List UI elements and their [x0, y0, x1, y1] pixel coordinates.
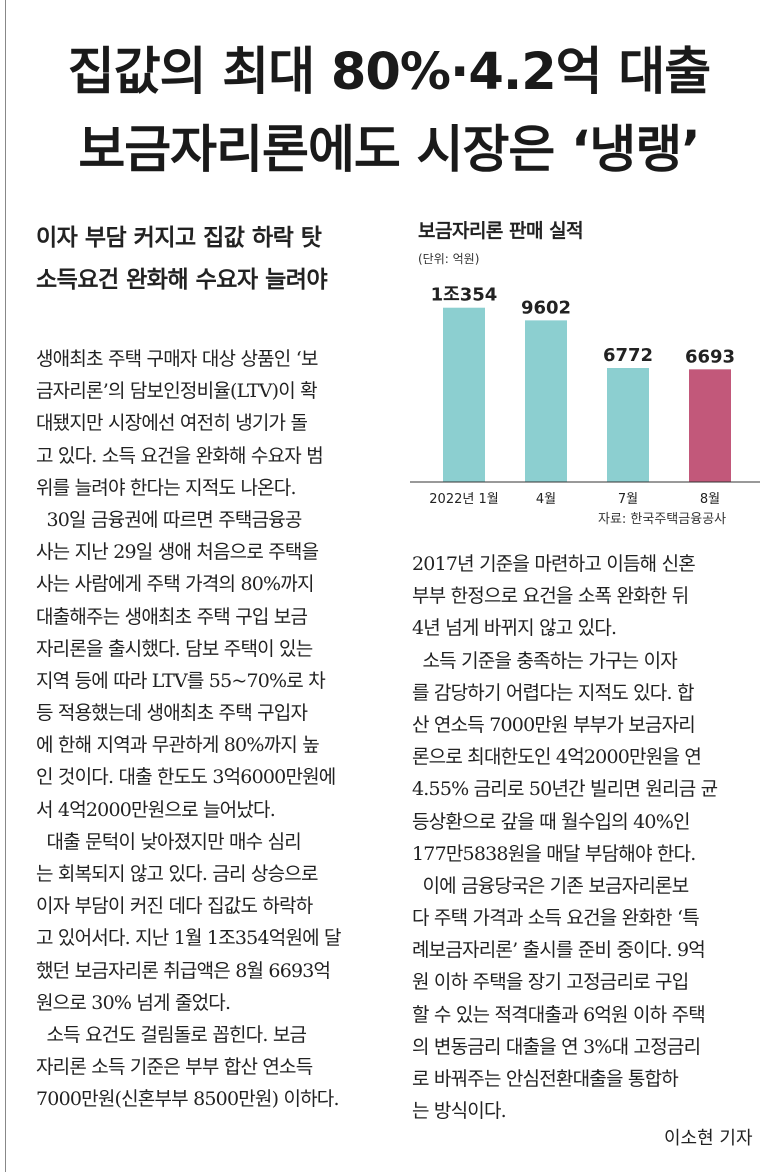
chart-source: 자료: 한국주택금융공사 [598, 512, 727, 527]
article-line: 인 것이다. 대출 한도도 3억6000만원에 [36, 766, 336, 789]
article-line: 이자 부담이 커진 데다 집값도 하락하 [36, 895, 313, 918]
article-line: 고 있다. 소득 요건을 완화해 수요자 범 [36, 444, 324, 467]
bar-value-label: 6693 [685, 346, 735, 367]
article-line: 론으로 최대한도인 4억2000만원을 연 [412, 746, 702, 769]
article-line: 금자리론’의 담보인정비율(LTV)이 확 [36, 380, 318, 403]
bar [525, 320, 567, 482]
bar [689, 369, 731, 482]
article-line: 30일 금융권에 따르면 주택금융공 [36, 508, 302, 531]
subheadline-line-1: 이자 부담 커지고 집값 하락 탓 [36, 225, 322, 251]
category-label: 2022년 1월 [429, 492, 498, 507]
bar-value-label: 1조354 [431, 285, 498, 306]
article-line: 생애최초 주택 구매자 대상 상품인 ‘보 [36, 348, 318, 370]
article-line: 는 회복되지 않고 있다. 금리 상승으로 [36, 863, 318, 885]
article-line: 7000만원(신혼부부 8500만원) 이하다. [36, 1088, 340, 1111]
article-line: 산 연소득 7000만원 부부가 보금자리 [412, 713, 696, 736]
article-line: 4.55% 금리로 50년간 빌리면 원리금 균 [412, 778, 718, 801]
reporter-byline: 이소현 기자 [664, 1128, 753, 1149]
bar-value-label: 9602 [521, 297, 571, 318]
article-line: 4년 넘게 바뀌지 않고 있다. [412, 617, 617, 640]
article-line: 원 이하 주택을 장기 고정금리로 구입 [412, 971, 689, 994]
article-line: 대출 문턱이 낮아졌지만 매수 심리 [36, 830, 301, 853]
article-line: 의 변동금리 대출을 연 3%대 고정금리 [412, 1035, 701, 1058]
article-line: 에 한해 지역과 무관하게 80%까지 높 [36, 734, 320, 757]
article-line: 177만5838원을 매달 부담해야 한다. [412, 842, 696, 865]
bar [607, 368, 649, 482]
article-line: 례보금자리론’ 출시를 준비 중이다. 9억 [412, 939, 706, 962]
article-line: 등 적용했는데 생애최초 주택 구입자 [36, 702, 308, 725]
subheadline-line-2: 소득요건 완화해 수요자 늘려야 [36, 267, 328, 293]
headline-line-1: 집값의 최대 80%·4.2억 대출 [67, 43, 711, 102]
article-line: 다 주택 가격과 소득 요건을 완화한 ‘특 [412, 907, 700, 930]
headline-line-2: 보금자리론에도 시장은 ‘냉랭’ [78, 121, 700, 180]
chart-title: 보금자리론 판매 실적 [418, 220, 584, 242]
category-label: 8월 [700, 492, 720, 507]
article-line: 서 4억2000만원으로 늘어났다. [36, 798, 276, 821]
category-label: 4월 [536, 492, 556, 507]
article-line: 부부 한정으로 요건을 소폭 완화한 뒤 [412, 585, 689, 608]
article-line: 소득 기준을 충족하는 가구는 이자 [412, 649, 677, 672]
bar [443, 307, 485, 482]
article-line: 소득 요건도 걸림돌로 꼽힌다. 보금 [36, 1023, 307, 1046]
chart-unit: (단위: 억원) [418, 252, 480, 266]
article-line: 할 수 있는 적격대출과 6억원 이하 주택 [412, 1003, 706, 1026]
article-line: 고 있어서다. 지난 1월 1조354억원에 달 [36, 927, 342, 950]
article-line: 자리론을 출시했다. 담보 주택이 있는 [36, 637, 313, 660]
article-line: 지역 등에 따라 LTV를 55~70%로 차 [36, 669, 326, 692]
article-line: 원으로 30% 넘게 줄었다. [36, 991, 231, 1014]
article-line: 로 바꿔주는 안심전환대출을 통합하 [412, 1068, 679, 1090]
article-line: 자리론 소득 기준은 부부 합산 연소득 [36, 1056, 313, 1079]
article-line: 했던 보금자리론 취급액은 8월 6693억 [36, 959, 331, 982]
article-line: 2017년 기준을 마련하고 이듬해 신혼 [412, 553, 696, 575]
article-line: 사는 지난 29일 생애 처음으로 주택을 [36, 541, 319, 564]
article-line: 등상환으로 갚을 때 월수입의 40%인 [412, 810, 690, 833]
article-line: 를 감당하기 어렵다는 지적도 있다. 합 [412, 681, 694, 704]
category-label: 7월 [618, 492, 638, 507]
column-divider-line [5, 0, 6, 1172]
article-line: 대출해주는 생애최초 주택 구입 보금 [36, 605, 308, 628]
article-line: 이에 금융당국은 기존 보금자리론보 [412, 874, 689, 897]
bar-value-label: 6772 [603, 345, 653, 366]
article-line: 사는 사람에게 주택 가격의 80%까지 [36, 573, 314, 596]
bar-chart: 1조354 2022년 1월 9602 4월 6772 7월 6693 8월 [410, 285, 760, 507]
article-line: 대됐지만 시장에선 여전히 냉기가 돌 [36, 412, 308, 435]
article-line: 는 방식이다. [412, 1100, 507, 1123]
article-line: 위를 늘려야 한다는 지적도 나온다. [36, 476, 297, 499]
